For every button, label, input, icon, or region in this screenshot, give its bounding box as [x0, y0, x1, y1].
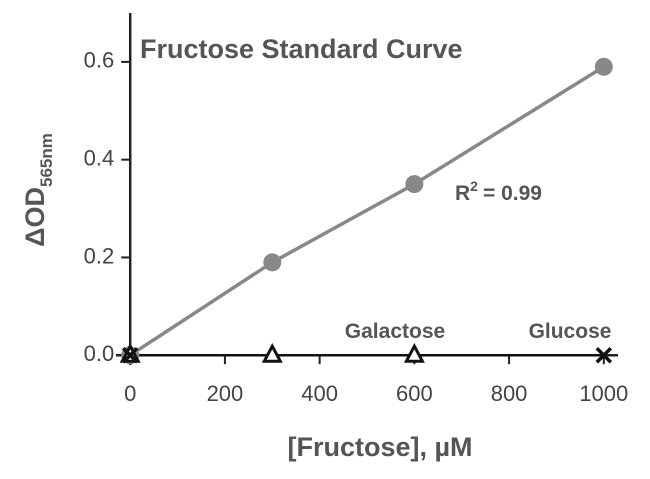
data-point — [595, 346, 613, 364]
r2-sup: 2 — [470, 178, 478, 194]
y-tick-label: 0.2 — [84, 243, 115, 268]
data-point — [263, 253, 282, 272]
chart-title: Fructose Standard Curve — [140, 34, 463, 64]
y-tick-label: 0.0 — [84, 341, 115, 366]
y-label-main: ΔOD — [20, 187, 50, 247]
x-tick-label: 400 — [301, 381, 338, 406]
y-axis-label: ΔOD565nm — [20, 133, 56, 247]
r2-base: R — [455, 182, 470, 205]
series-line — [129, 65, 605, 357]
data-point — [405, 175, 424, 194]
x-tick-label: 800 — [491, 381, 528, 406]
y-label-sub: 565nm — [37, 133, 56, 187]
data-point — [261, 343, 283, 363]
data-point — [594, 57, 613, 76]
series-label: Glucose — [529, 320, 612, 343]
r2-annotation: R2 = 0.99 — [455, 178, 542, 205]
x-tick-label: 200 — [207, 381, 244, 406]
data-point — [121, 346, 139, 364]
data-point — [403, 343, 425, 363]
x-tick-label: 600 — [396, 381, 433, 406]
x-axis-label: [Fructose], µM — [287, 432, 472, 462]
y-tick-label: 0.6 — [84, 48, 115, 73]
y-tick-label: 0.4 — [84, 145, 115, 170]
series-label: Galactose — [345, 320, 445, 343]
r2-rest: = 0.99 — [483, 182, 542, 205]
x-tick-label: 1000 — [579, 381, 628, 406]
x-tick-label: 0 — [124, 381, 136, 406]
